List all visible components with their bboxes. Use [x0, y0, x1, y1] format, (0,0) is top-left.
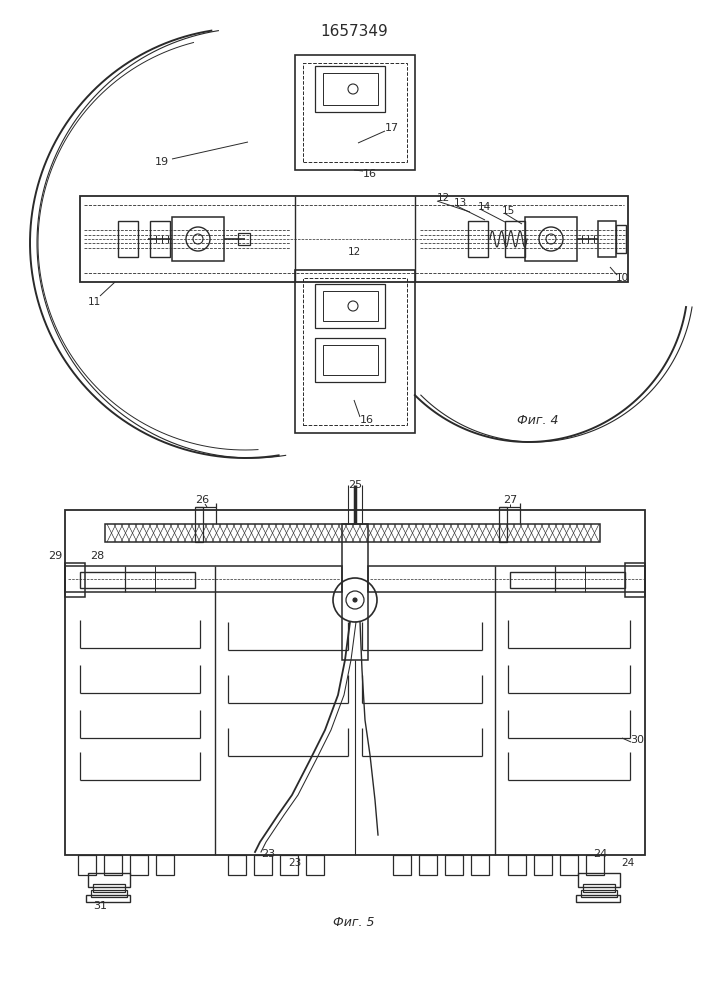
Text: 25: 25	[348, 480, 362, 490]
Bar	[315, 284, 385, 328]
Bar	[88, 873, 130, 887]
Text: 19: 19	[155, 157, 169, 167]
Bar	[80, 196, 628, 282]
Bar	[598, 221, 616, 257]
Bar	[616, 225, 626, 253]
Text: 26: 26	[195, 495, 209, 505]
Text: 23: 23	[261, 849, 275, 859]
Bar	[583, 884, 615, 892]
Bar	[228, 855, 246, 875]
Bar	[238, 233, 250, 245]
Bar	[419, 855, 437, 875]
Bar	[306, 855, 324, 875]
Text: 1657349: 1657349	[320, 24, 388, 39]
Bar	[303, 278, 407, 425]
Bar	[172, 217, 224, 261]
Bar	[445, 855, 463, 875]
Circle shape	[353, 598, 357, 602]
Text: 16: 16	[363, 169, 377, 179]
Bar	[578, 873, 620, 887]
Bar	[560, 855, 578, 875]
Bar	[65, 510, 645, 855]
Bar	[323, 345, 378, 375]
Text: 31: 31	[93, 901, 107, 911]
Bar	[323, 73, 378, 105]
Text: 14: 14	[477, 202, 491, 212]
Bar	[130, 855, 148, 875]
Text: Фиг. 5: Фиг. 5	[333, 916, 375, 928]
Bar	[65, 563, 85, 597]
Bar	[468, 221, 488, 257]
Text: 24: 24	[621, 858, 635, 868]
Text: 16: 16	[360, 415, 374, 425]
Bar	[368, 566, 645, 592]
Text: 27: 27	[503, 495, 517, 505]
Bar	[534, 855, 552, 875]
Bar	[323, 291, 378, 321]
Text: 29: 29	[48, 551, 62, 561]
Bar	[118, 221, 138, 257]
Bar	[295, 270, 415, 433]
Bar	[471, 855, 489, 875]
Text: 12: 12	[436, 193, 450, 203]
Text: 12: 12	[347, 247, 361, 257]
Bar	[625, 563, 645, 597]
Bar	[510, 572, 625, 588]
Bar	[315, 66, 385, 112]
Bar	[78, 855, 96, 875]
Bar	[315, 338, 385, 382]
Bar	[65, 566, 342, 592]
Bar	[104, 855, 122, 875]
Bar	[156, 855, 174, 875]
Bar	[80, 572, 195, 588]
Text: 23: 23	[288, 858, 302, 868]
Bar	[254, 855, 272, 875]
Text: 11: 11	[88, 297, 100, 307]
Text: 15: 15	[501, 206, 515, 216]
Bar	[342, 524, 368, 660]
Bar	[91, 890, 127, 897]
Bar	[303, 63, 407, 162]
Text: 30: 30	[630, 735, 644, 745]
Text: 13: 13	[453, 198, 467, 208]
Bar	[150, 221, 170, 257]
Bar	[93, 884, 125, 892]
Bar	[86, 895, 130, 902]
Text: 24: 24	[593, 849, 607, 859]
Bar	[105, 524, 600, 542]
Bar	[195, 507, 203, 542]
Text: 17: 17	[385, 123, 399, 133]
Bar	[525, 217, 577, 261]
Bar	[393, 855, 411, 875]
Bar	[295, 55, 415, 170]
Text: 28: 28	[90, 551, 104, 561]
Bar	[586, 855, 604, 875]
Bar	[508, 855, 526, 875]
Text: 10: 10	[615, 273, 629, 283]
Bar	[499, 507, 507, 542]
Bar	[505, 221, 525, 257]
Bar	[581, 890, 617, 897]
Bar	[576, 895, 620, 902]
Bar	[280, 855, 298, 875]
Text: Фиг. 4: Фиг. 4	[518, 414, 559, 426]
